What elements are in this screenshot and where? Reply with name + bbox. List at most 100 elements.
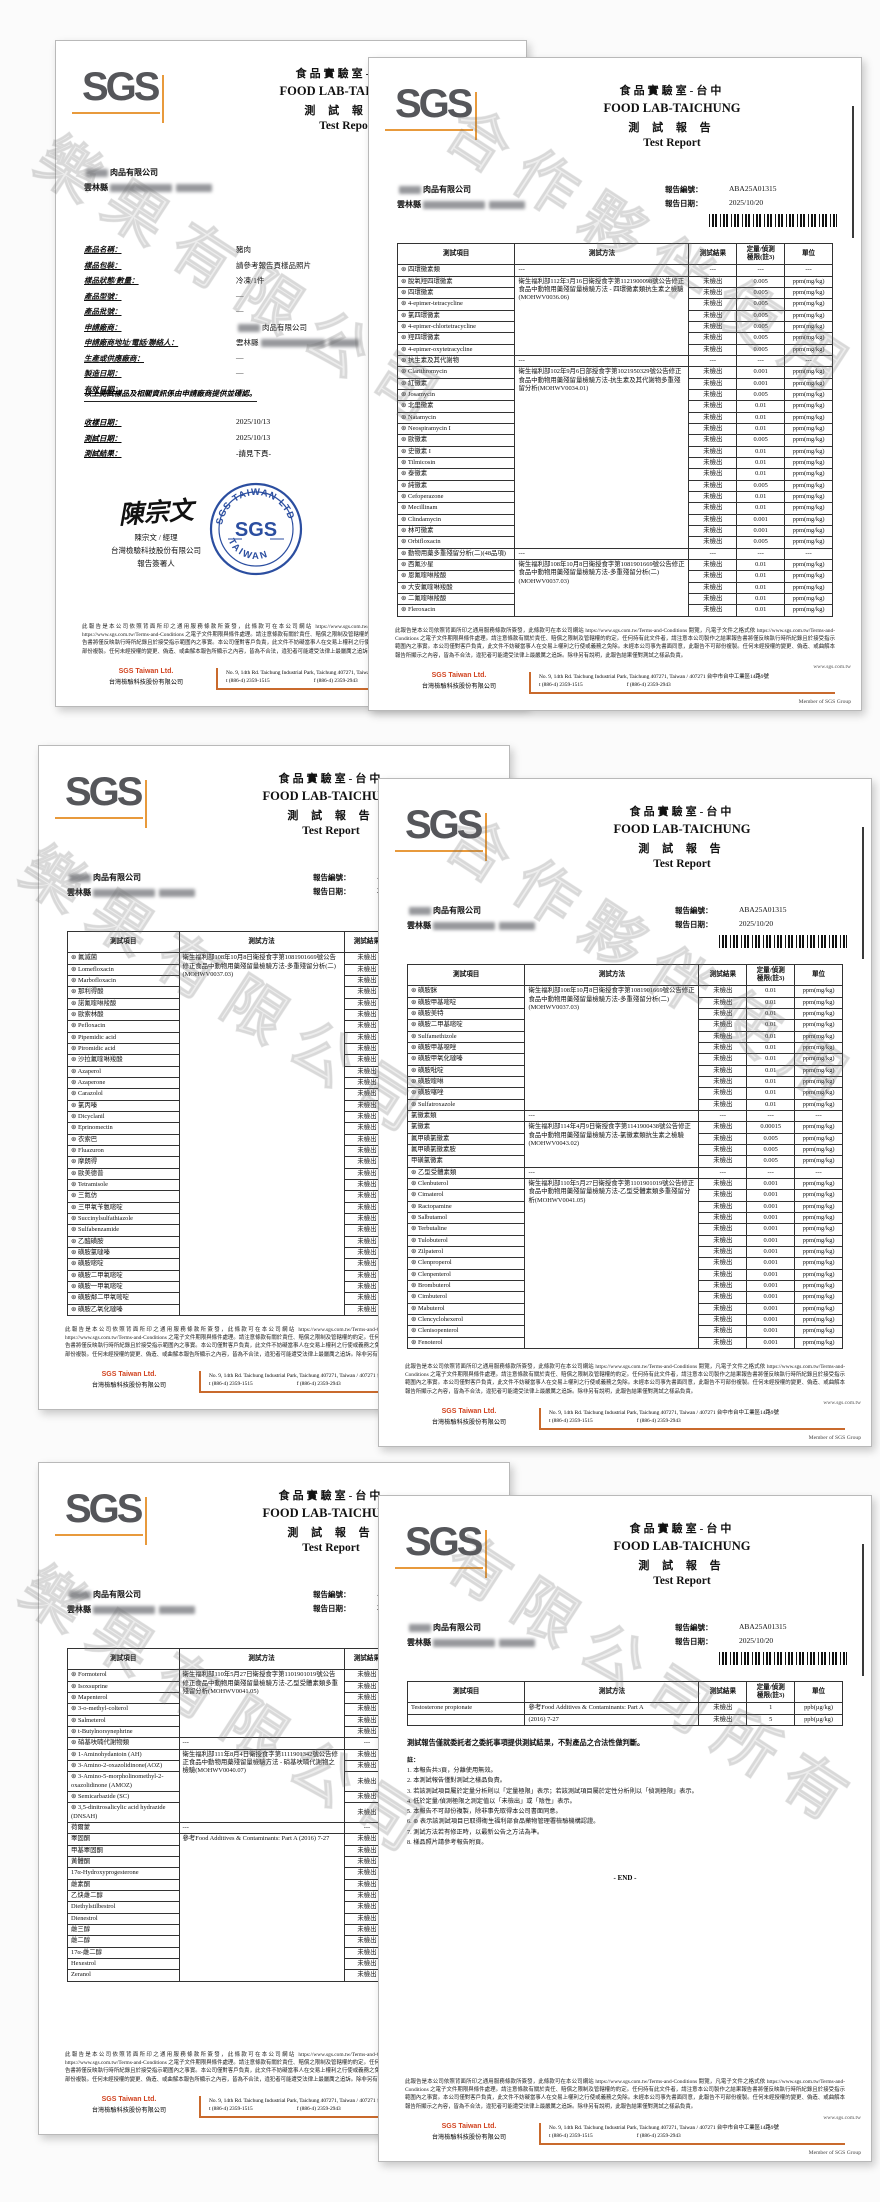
table-cell: ppm(mg/kg) (794, 1234, 843, 1248)
table-cell: ppm(mg/kg) (794, 1019, 843, 1032)
report-date-row: 報告日期： 2025/10/20 (675, 919, 847, 930)
footer-address: No. 9, 14th Rd. Taichung Industrial Park… (549, 1410, 779, 1416)
client-name: 肉品有限公司 (433, 1623, 481, 1632)
col-header-method: 測試方法 (178, 1647, 345, 1671)
sgs-logo-text: SGS (405, 1520, 483, 1564)
table-cell: 荷爾蒙 (67, 1822, 180, 1835)
note-line: 7. 測試方法若有修正時，以最新公告之方法為準。 (407, 1828, 544, 1836)
table-cell: ⊛ 二氟喹啉羧酸 (396, 592, 516, 606)
table-cell: 0.01 (736, 592, 786, 606)
footer-tel: t (886-4) 2359-1515 (549, 1418, 593, 1424)
table-cell: ⊛ 西氟沙星 (396, 558, 516, 572)
footer-address-block: No. 9, 14th Rd. Taichung Industrial Park… (216, 668, 500, 690)
table-cell: --- (736, 547, 786, 561)
table-cell: ⊛ 氟滅菌 (67, 952, 180, 965)
client-info: 肉品有限公司 雲林縣 (67, 872, 197, 902)
table-row: ⊛ 脫氧羥四環黴素 衛生福利部112年3月16日衛授食字第1121900098號公… (396, 275, 833, 357)
field-row: 產品批號： — (84, 306, 502, 317)
report-date-value: 2025/10/20 (739, 919, 774, 928)
table-cell: ppm(mg/kg) (784, 468, 833, 481)
table-row: ⊛ Brombuterol 未檢出 0.001 ppm(mg/kg) (406, 1279, 843, 1293)
footer-company-en: SGS Taiwan Ltd. (441, 2123, 497, 2130)
table-row: ⊛ 磺胺喹啉 未檢出 0.01 ppm(mg/kg) (406, 1076, 843, 1089)
table-cell: 0.01 (736, 502, 786, 515)
field-label: 申請廠商： (84, 322, 122, 332)
table-cell: 0.001 (746, 1336, 796, 1349)
table-cell: ppm(mg/kg) (784, 525, 833, 538)
footer-fax: f (886-4) 2359-2943 (636, 1418, 681, 1424)
table-row: ⊛ Tulobuterol 未檢出 0.001 ppm(mg/kg) (406, 1234, 843, 1248)
sgs-logo-underline (55, 817, 143, 819)
table-cell: ⊛ 乙醯磺胺 (67, 1235, 180, 1249)
table-cell: ⊛ Isoxsuprine (67, 1680, 180, 1694)
redaction-box (489, 201, 525, 210)
table-cell: 0.001 (736, 377, 786, 391)
lab-title-zh: 食品實驗室-台中 (278, 1490, 384, 1502)
table-cell: ⊛ Mabuterol (406, 1302, 526, 1315)
table-cell: 未檢出 (698, 1178, 748, 1191)
table-cell: ⊛ 純黴素 (396, 479, 516, 493)
table-cell: ⊛ 羥四環黴素 (396, 332, 516, 345)
footer-address-block: No. 9, 14th Rd. Taichung Industrial Park… (539, 1408, 845, 1430)
table-cell: 0.01 (736, 558, 786, 572)
table-cell: 衛生福利部108年10月8日衛授食字第1081901669號公告修正食品中動物用… (524, 985, 700, 1112)
footer-company: SGS Taiwan Ltd. 台灣檢驗科技股份有限公司 (405, 1408, 539, 1426)
table-cell: 5 (746, 1713, 796, 1727)
field-value: 雲林縣 (236, 337, 502, 348)
client-info: 肉品有限公司 雲林縣 (397, 184, 527, 214)
footer-phones: t (886-4) 2359-1515 f (886-4) 2359-2943 (209, 1381, 483, 1387)
table-cell: --- (524, 1166, 700, 1180)
table-cell: 0.01 (736, 604, 786, 617)
table-cell: --- (794, 1166, 843, 1180)
redaction-box (409, 1624, 431, 1633)
table-cell: --- (514, 547, 690, 561)
barcode (719, 1652, 847, 1665)
footer-company: SGS Taiwan Ltd. 台灣檢驗科技股份有限公司 (82, 668, 216, 686)
table-cell: 0.001 (746, 1313, 796, 1327)
client-name-line: 肉品有限公司 (397, 184, 527, 195)
table-cell: ⊛ 歐黴素 (396, 434, 516, 447)
table-cell: 未檢出 (688, 332, 738, 345)
table-cell: ⊛ 磺胺二甲基嘧啶 (406, 1019, 526, 1032)
field-value: 2025/10/13 (236, 417, 271, 426)
table-cell: ⊛ Terbutaline (406, 1223, 526, 1236)
table-cell: ⊛ 磺胺鄰二甲氧嘧啶 (67, 1292, 180, 1305)
table-cell: 衛生福利部112年3月16日衛授食字第1121900098號公告修正食品中動物用… (514, 275, 690, 357)
table-cell: 未檢出 (698, 1076, 748, 1089)
table-row: ⊛ 恩氟喹啉羧酸 未檢出 0.01 ppm(mg/kg) (396, 570, 833, 583)
table-cell: ppm(mg/kg) (794, 1268, 843, 1282)
footer-address-block: No. 9, 14th Rd. Taichung Industrial Park… (199, 1371, 483, 1393)
field-row: 收樣日期： 2025/10/13 (84, 417, 502, 428)
report-meta: 報告編號： ABA25A01315 報告日期： 2025/10/20 (675, 905, 847, 948)
col-header-limit: 定量/偵測 極限(註3) (736, 242, 786, 266)
table-row: ⊛ 動物用藥多重殘留分析(二)(48品項) --- --- --- --- (396, 547, 833, 561)
table-cell: ppm(mg/kg) (784, 411, 833, 425)
table-cell: 睪固酮 (67, 1833, 180, 1846)
table-row: ⊛ Clindamycin 未檢出 0.001 ppm(mg/kg) (396, 513, 833, 527)
table-row: ⊛ 磺胺脒 衛生福利部108年10月8日衛授食字第1081901669號公告修正食… (406, 985, 843, 1112)
table-cell: --- (514, 264, 690, 277)
table-cell: 0.005 (736, 343, 786, 357)
table-cell: ⊛ Clenpenterol (406, 1268, 526, 1282)
footer-company-zh: 台灣檢驗科技股份有限公司 (91, 2107, 167, 2114)
sgs-logo-vbar (145, 780, 147, 828)
table-cell: 0.01 (746, 985, 796, 998)
table-cell: 未檢出 (698, 1268, 748, 1282)
table-cell: 未檢出 (698, 1030, 748, 1044)
table-cell: ppm(mg/kg) (784, 343, 833, 357)
client-address: 雲林縣 (67, 1605, 91, 1614)
lab-title-en: FOOD LAB-TAICHUNG (262, 789, 400, 803)
col-header-limit: 定量/偵測 極限(註3) (746, 1680, 796, 1704)
table-cell: Zeranol (67, 1969, 180, 1982)
results-table: 測試項目 測試方法 測試結果 定量/偵測 極限(註3) 單位 ⊛ 四環黴素類 --… (396, 242, 833, 617)
table-cell: ⊛ Azaperone (67, 1077, 180, 1090)
lab-title-en: FOOD LAB-TAICHUNG (613, 822, 751, 836)
table-cell: ⊛ Cimaterol (406, 1189, 526, 1202)
client-address-line: 雲林縣 (67, 887, 197, 898)
report-no-row: 報告編號： ABA25A01315 (675, 905, 847, 916)
redaction-box (409, 907, 431, 916)
table-cell: ⊛ Brombuterol (406, 1279, 526, 1293)
table-cell: --- (514, 355, 690, 368)
page-footer: SGS Taiwan Ltd. 台灣檢驗科技股份有限公司 No. 9, 14th… (65, 1371, 483, 1393)
